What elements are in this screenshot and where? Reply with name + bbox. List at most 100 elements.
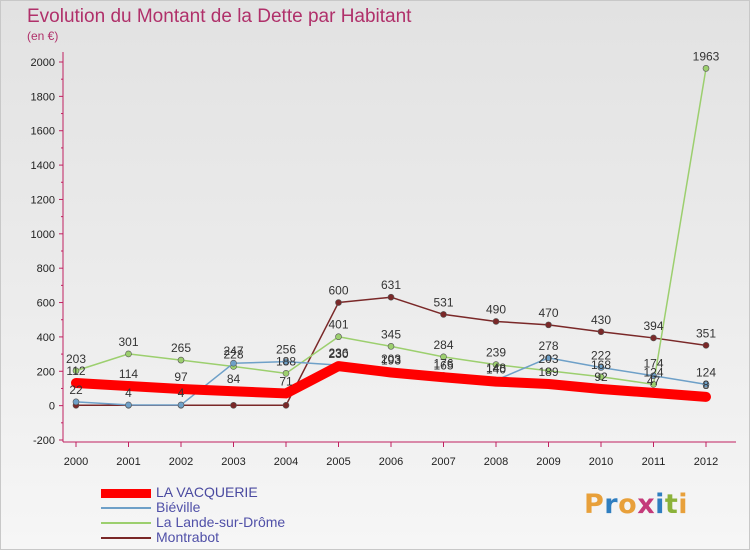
data-label: 4 [125,386,132,400]
data-label: 301 [118,335,138,349]
chart-title: Evolution du Montant de la Dette par Hab… [27,6,412,27]
y-tick-label: 1400 [31,160,55,172]
data-label: 165 [433,358,453,372]
data-point [702,342,710,349]
x-tick-label: 2008 [484,456,508,468]
data-point [387,343,395,350]
data-point [650,334,657,342]
data-label: 222 [591,348,611,362]
data-point [702,65,710,72]
data-point [282,370,290,377]
data-label: 531 [433,295,453,309]
legend-label: LA VACQUERIE [156,484,258,500]
y-tick-label: 1600 [31,126,55,138]
x-tick-label: 2004 [274,456,298,468]
data-label: 22 [69,383,83,397]
data-label: 112 [66,364,85,378]
data-point [650,372,657,380]
y-tick-label: 1000 [31,229,55,241]
data-label: 189 [538,365,558,379]
data-label: 239 [486,346,506,360]
data-label: 168 [591,358,611,372]
data-point [335,333,342,341]
data-label: 92 [594,370,608,384]
x-tick-label: 2011 [642,456,666,468]
data-point [282,401,290,409]
data-label: 140 [486,363,506,377]
data-label: 193 [381,353,401,367]
data-point [597,385,605,393]
data-point [177,401,185,409]
y-tick-label: 800 [37,263,55,275]
data-label: 148 [486,361,506,375]
x-tick-label: 2012 [694,456,718,468]
data-point [702,393,710,401]
logo-letter: i [655,489,665,520]
data-label: 600 [328,284,348,298]
data-point [335,299,342,306]
data-point [597,373,605,381]
data-label: 256 [276,343,296,357]
data-label: 97 [174,370,188,384]
data-label: 394 [643,319,663,333]
legend-label: La Lande-sur-Drôme [156,514,286,530]
logo-letter: r [604,489,619,520]
y-tick-label: 0 [49,401,55,413]
data-label: 71 [279,374,293,388]
x-tick-label: 2007 [431,456,455,468]
data-point [545,367,552,375]
data-point [440,373,447,381]
data-point [230,387,237,395]
data-label: 124 [643,365,663,379]
x-tick-label: 2001 [116,456,140,468]
data-point [125,401,132,409]
data-point [597,364,605,371]
logo-letter: t [664,489,679,520]
data-label: 236 [328,346,348,360]
x-tick-label: 2002 [169,456,193,468]
x-tick-label: 2000 [64,456,88,468]
data-point [597,328,605,336]
data-label: 203 [538,352,558,366]
data-label: 278 [538,339,558,353]
data-label: 8 [703,378,710,392]
y-tick-label: 600 [37,298,55,310]
data-point [440,311,447,318]
data-label: 228 [223,347,243,361]
data-point [492,378,500,386]
data-point [650,389,657,397]
data-point [282,389,290,397]
data-point [387,293,395,301]
data-point [125,350,132,358]
data-point [492,318,500,325]
data-label: 430 [591,313,611,327]
data-label: 203 [66,352,86,366]
data-point [72,398,80,406]
data-point [492,361,500,368]
data-point [230,401,237,409]
data-label: 247 [223,344,243,358]
data-label: 351 [696,326,716,340]
y-tick-label: 400 [37,332,55,344]
data-label: 124 [696,365,716,379]
y-tick-label: 1800 [31,91,55,103]
data-point [650,381,657,388]
data-point [72,367,80,375]
data-point [230,359,237,367]
data-label: 203 [381,352,401,366]
data-point [282,358,290,365]
legend-swatch [101,507,151,509]
logo-letter: i [678,489,689,520]
data-label: 345 [381,327,401,341]
data-point [545,380,552,388]
x-tick-label: 2003 [221,456,245,468]
data-label: 188 [276,354,296,368]
y-tick-label: 2000 [31,57,55,69]
data-point [440,353,447,361]
logo-letter: o [618,489,638,520]
x-tick-label: 2009 [536,456,560,468]
data-label: 84 [227,372,241,386]
legend-swatch [101,489,151,498]
